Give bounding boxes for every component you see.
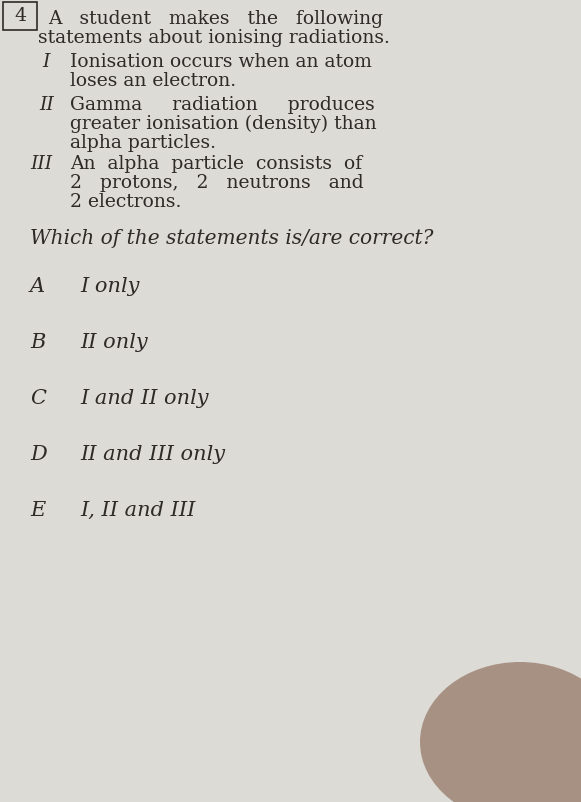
Text: loses an electron.: loses an electron.	[70, 72, 236, 90]
Text: C: C	[30, 388, 46, 407]
Text: B: B	[30, 333, 45, 351]
Text: I only: I only	[80, 277, 139, 295]
Bar	[3, 2, 37, 30]
Text: 4: 4	[14, 7, 26, 25]
Text: A   student   makes   the   following: A student makes the following	[48, 10, 383, 28]
Text: D: D	[30, 444, 46, 464]
Text: E: E	[30, 500, 45, 520]
Text: A: A	[30, 277, 45, 295]
Text: An  alpha  particle  consists  of: An alpha particle consists of	[70, 155, 362, 173]
Text: I: I	[42, 53, 49, 71]
Text: alpha particles.: alpha particles.	[70, 134, 216, 152]
Text: II: II	[39, 96, 54, 114]
Ellipse shape	[420, 662, 581, 802]
Text: Gamma     radiation     produces: Gamma radiation produces	[70, 96, 375, 114]
Text: I and II only: I and II only	[80, 388, 209, 407]
Text: 2   protons,   2   neutrons   and: 2 protons, 2 neutrons and	[70, 174, 364, 192]
Text: I, II and III: I, II and III	[80, 500, 195, 520]
Text: 2 electrons.: 2 electrons.	[70, 193, 181, 211]
Text: statements about ionising radiations.: statements about ionising radiations.	[38, 29, 390, 47]
Text: Which of the statements is/are correct?: Which of the statements is/are correct?	[30, 229, 433, 249]
Text: II only: II only	[80, 333, 148, 351]
Text: II and III only: II and III only	[80, 444, 225, 464]
Text: III: III	[30, 155, 52, 173]
Text: greater ionisation (density) than: greater ionisation (density) than	[70, 115, 376, 133]
Text: Ionisation occurs when an atom: Ionisation occurs when an atom	[70, 53, 372, 71]
